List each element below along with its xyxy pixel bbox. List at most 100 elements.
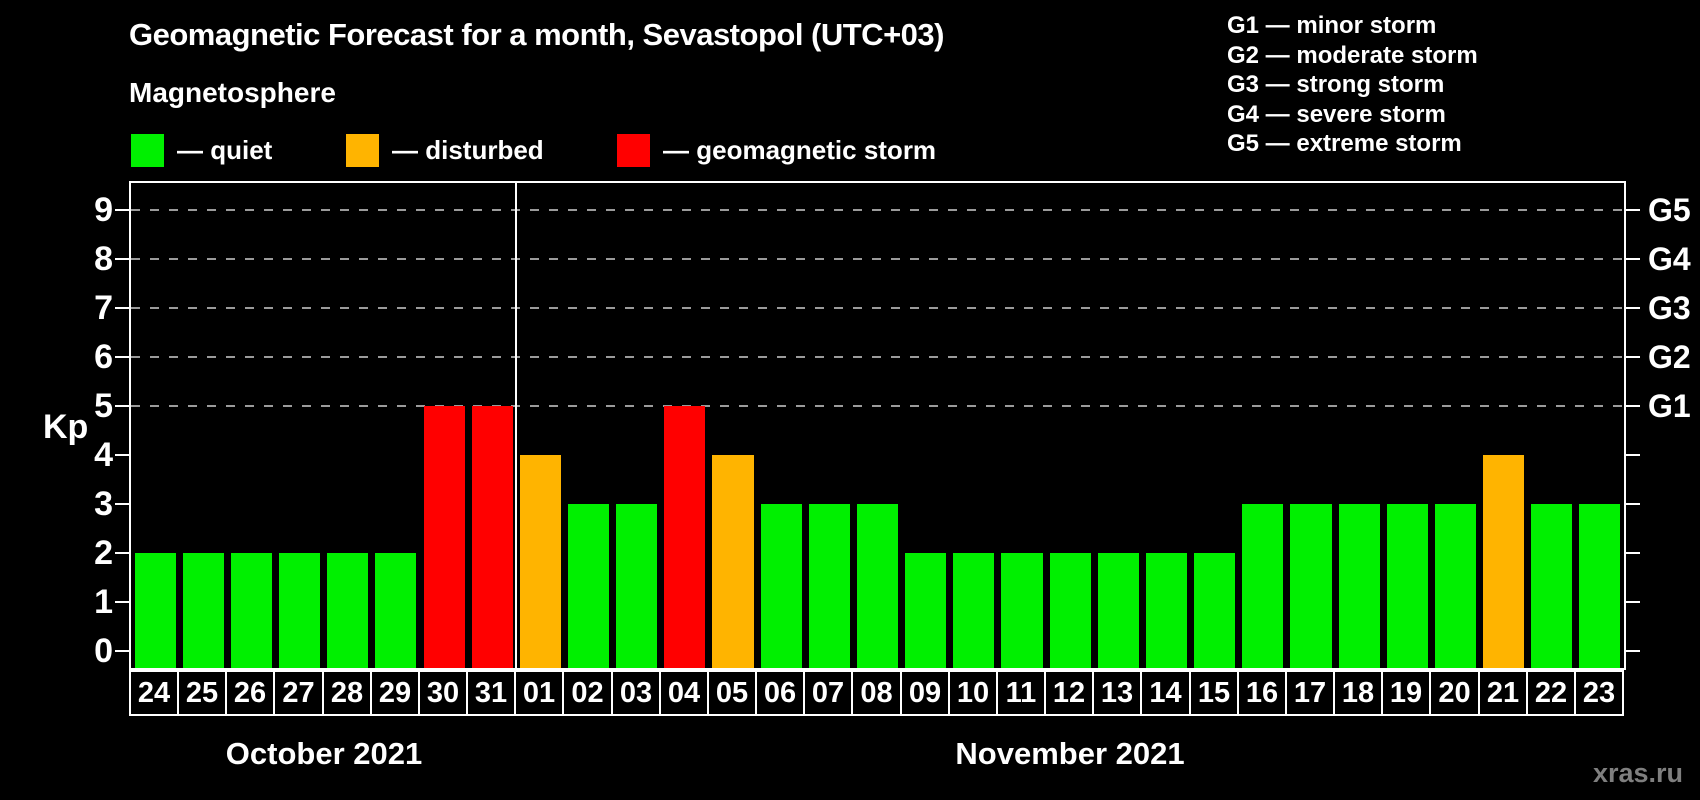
day-label-09: 09 <box>900 670 950 716</box>
left-axis-tick-6 <box>115 356 129 358</box>
y-axis-tick-label-2: 2 <box>94 534 113 572</box>
kp-bar-day-27 <box>279 553 321 668</box>
kp-bar-day-19 <box>1386 504 1428 668</box>
left-axis-tick-5 <box>115 405 129 407</box>
kp-bar-day-26 <box>230 553 272 668</box>
right-axis-tick-5 <box>1626 405 1640 407</box>
kp-bar-day-02 <box>568 504 610 668</box>
left-axis-tick-9 <box>115 209 129 211</box>
kp-bar-day-01 <box>519 455 561 668</box>
kp-bar-day-18 <box>1338 504 1380 668</box>
quiet-color-swatch <box>131 134 164 167</box>
kp-bar-day-08 <box>856 504 899 668</box>
gridline-kp-5 <box>131 405 1624 407</box>
kp-bar-day-17 <box>1290 504 1332 668</box>
y-axis-tick-label-6: 6 <box>94 338 113 376</box>
right-axis-tick-7 <box>1626 307 1640 309</box>
day-label-25: 25 <box>177 670 227 716</box>
day-label-29: 29 <box>370 670 420 716</box>
day-label-04: 04 <box>659 670 709 716</box>
right-axis-tick-0 <box>1626 650 1640 652</box>
kp-bar-day-21 <box>1483 455 1525 668</box>
left-axis-tick-3 <box>115 503 129 505</box>
right-axis-label-G4: G4 <box>1648 241 1691 277</box>
kp-bar-day-07 <box>808 504 850 668</box>
chart-subtitle: Magnetosphere <box>129 77 336 108</box>
day-label-10: 10 <box>948 670 998 716</box>
month-separator-line <box>515 183 518 668</box>
day-label-18: 18 <box>1333 670 1383 716</box>
right-axis-tick-9 <box>1626 209 1640 211</box>
y-axis-tick-label-9: 9 <box>94 191 113 229</box>
right-axis-tick-3 <box>1626 503 1640 505</box>
day-label-12: 12 <box>1044 670 1094 716</box>
right-axis-label-G5: G5 <box>1648 192 1691 228</box>
day-label-17: 17 <box>1285 670 1335 716</box>
right-axis-tick-1 <box>1626 601 1640 603</box>
gridline-kp-7 <box>131 307 1624 309</box>
gridline-kp-9 <box>131 209 1624 211</box>
kp-bar-day-09 <box>905 553 947 668</box>
day-label-30: 30 <box>418 670 468 716</box>
y-axis-title: Kp <box>43 408 89 446</box>
day-label-31: 31 <box>466 670 516 716</box>
day-label-20: 20 <box>1429 670 1480 716</box>
day-label-26: 26 <box>225 670 275 716</box>
right-axis-tick-8 <box>1626 258 1640 260</box>
day-label-16: 16 <box>1237 670 1287 716</box>
kp-bar-day-16 <box>1242 504 1284 668</box>
legend-item-quiet: — quiet <box>131 134 272 167</box>
legend-label-storm: — geomagnetic storm <box>663 135 937 165</box>
kp-bar-day-25 <box>182 553 224 668</box>
day-label-07: 07 <box>803 670 853 716</box>
disturbed-color-swatch <box>346 134 379 167</box>
day-label-28: 28 <box>322 670 372 716</box>
y-axis-tick-label-1: 1 <box>94 583 113 621</box>
kp-bar-day-28 <box>327 553 369 668</box>
kp-bar-day-12 <box>1049 553 1091 668</box>
plot-area <box>129 181 1626 670</box>
right-axis-label-G3: G3 <box>1648 290 1691 326</box>
g-scale-legend: G1 — minor storm G2 — moderate storm G3 … <box>1227 11 1478 159</box>
day-label-08: 08 <box>851 670 902 716</box>
day-label-21: 21 <box>1478 670 1528 716</box>
day-label-05: 05 <box>707 670 757 716</box>
kp-bar-day-11 <box>1001 553 1043 668</box>
legend-label-disturbed: — disturbed <box>392 135 544 165</box>
day-label-01: 01 <box>514 670 564 716</box>
month-label-november: November 2021 <box>955 736 1185 771</box>
g-scale-legend-line: G3 — strong storm <box>1227 71 1445 99</box>
left-axis-tick-1 <box>115 601 129 603</box>
day-label-13: 13 <box>1092 670 1142 716</box>
gridline-kp-6 <box>131 356 1624 358</box>
kp-bar-day-20 <box>1434 504 1477 668</box>
day-label-03: 03 <box>611 670 661 716</box>
kp-bar-day-13 <box>1097 553 1139 668</box>
legend-item-disturbed: — disturbed <box>346 134 544 167</box>
left-axis-tick-8 <box>115 258 129 260</box>
kp-bar-day-23 <box>1579 504 1621 668</box>
chart-title: Geomagnetic Forecast for a month, Sevast… <box>129 17 944 52</box>
day-label-27: 27 <box>273 670 324 716</box>
day-label-11: 11 <box>996 670 1046 716</box>
kp-bar-day-14 <box>1145 553 1188 668</box>
y-axis-tick-label-8: 8 <box>94 240 113 278</box>
month-label-october: October 2021 <box>225 736 423 771</box>
kp-bar-day-31 <box>471 406 513 668</box>
left-axis-tick-2 <box>115 552 129 554</box>
kp-bar-day-24 <box>134 553 176 668</box>
right-axis-label-G1: G1 <box>1648 388 1691 424</box>
kp-bar-day-04 <box>664 406 706 668</box>
kp-bar-day-22 <box>1531 504 1573 668</box>
day-label-19: 19 <box>1381 670 1431 716</box>
y-axis-tick-label-7: 7 <box>94 289 113 327</box>
day-label-22: 22 <box>1526 670 1576 716</box>
kp-bar-day-29 <box>375 553 417 668</box>
left-axis-tick-7 <box>115 307 129 309</box>
day-label-23: 23 <box>1574 670 1624 716</box>
kp-bar-day-05 <box>712 455 754 668</box>
kp-bar-day-06 <box>760 504 802 668</box>
kp-bar-day-30 <box>423 406 465 668</box>
right-axis-tick-6 <box>1626 356 1640 358</box>
